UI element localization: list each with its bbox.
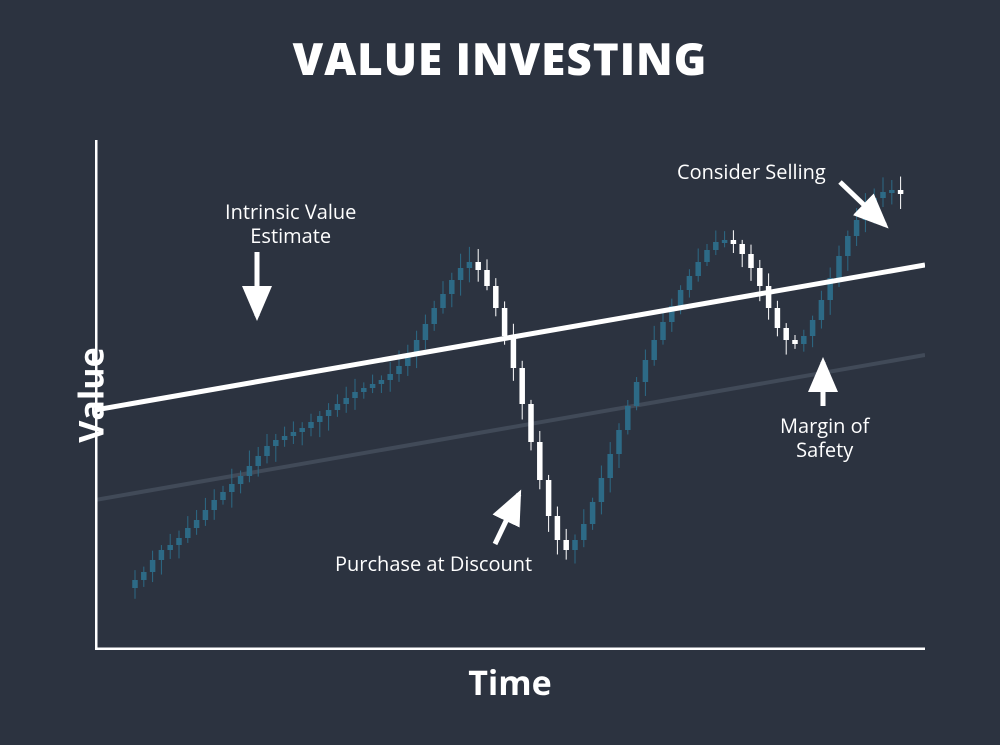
consider_selling-arrow bbox=[840, 182, 885, 225]
x-axis-label: Time bbox=[95, 659, 925, 705]
purchase_discount-label: Purchase at Discount bbox=[335, 552, 532, 576]
intrinsic-value-line bbox=[95, 265, 925, 410]
margin_safety-label: Margin of Safety bbox=[780, 414, 869, 462]
purchase_discount-arrow bbox=[495, 494, 519, 544]
chart-area: Value Time Intrinsic Value EstimateConsi… bbox=[95, 140, 925, 650]
y-axis-label: Value bbox=[68, 347, 114, 442]
intrinsic_label-label: Intrinsic Value Estimate bbox=[225, 200, 356, 248]
page-title: VALUE INVESTING bbox=[0, 0, 1000, 88]
consider_selling-label: Consider Selling bbox=[677, 160, 826, 184]
